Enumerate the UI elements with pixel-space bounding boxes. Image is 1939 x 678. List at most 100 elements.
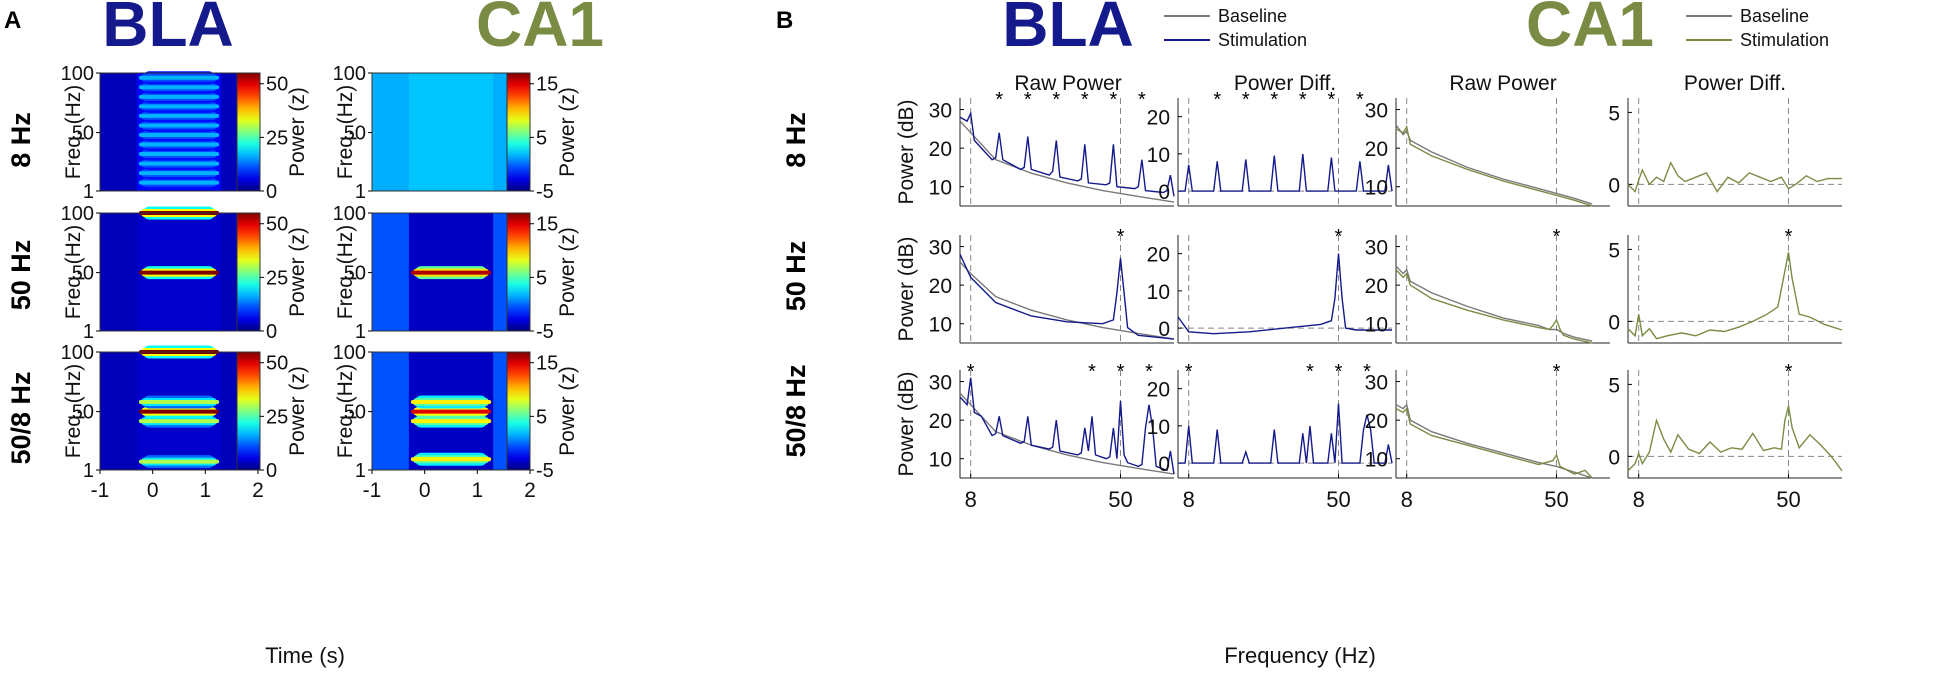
significance-star: * <box>1145 361 1153 383</box>
colorbar-tick-label: 5 <box>536 127 547 149</box>
x-tick-label: 2 <box>252 479 264 502</box>
y-tick-label: 20 <box>1147 379 1170 402</box>
x-tick-label: 8 <box>1401 487 1413 512</box>
spectrogram-ylabel: Freq. (Hz) <box>62 225 85 320</box>
significance-star: * <box>1335 226 1343 248</box>
row-label-b-50hz: 50 Hz <box>781 241 811 312</box>
spectral-band-8hz <box>138 180 220 185</box>
spectral-band-96hz <box>138 75 220 80</box>
significance-star: * <box>1024 89 1032 111</box>
y-tick-label: 20 <box>929 275 952 298</box>
row-label-b-8hz: 8 Hz <box>781 112 811 168</box>
y-tick-label: 0 <box>1158 453 1170 476</box>
baseline-series <box>959 261 1175 340</box>
colorbar <box>236 72 261 192</box>
colorbar-label: Power (z) <box>556 87 579 177</box>
y-tick-label: 0 <box>1608 174 1620 197</box>
stimulation-series <box>1395 269 1593 344</box>
x-tick-label: 50 <box>1108 487 1132 512</box>
psd-ca1-diff-0: 05 <box>1608 98 1842 207</box>
spectral-band-50hz <box>138 409 220 414</box>
psd-bla-diff-2: 0 10 20 8 50 * * * * <box>1147 361 1393 512</box>
y-tick-label: 50 <box>344 402 366 424</box>
significance-star: * <box>1363 361 1371 383</box>
stimulation-series <box>1177 253 1392 335</box>
legend-ca1-baseline-label: Baseline <box>1740 6 1809 26</box>
legend-ca1-stimulation-label: Stimulation <box>1740 30 1829 50</box>
y-tick-label: 100 <box>61 342 94 364</box>
spectral-band-50hz <box>410 409 492 414</box>
significance-star: * <box>995 89 1003 111</box>
x-tick-label: 50 <box>1776 487 1800 512</box>
y-tick-label: 5 <box>1608 374 1620 397</box>
y-tick-label: 10 <box>1147 416 1170 439</box>
row-label-a-50-8hz: 50/8 Hz <box>6 371 36 464</box>
y-tick-label: 20 <box>929 410 952 433</box>
significance-star: * <box>1306 361 1314 383</box>
significance-star: * <box>1213 89 1221 111</box>
legend-bla-stimulation-label: Stimulation <box>1218 30 1307 50</box>
title-a-bla: BLA <box>102 0 234 60</box>
baseline-series <box>959 120 1175 203</box>
stim-window <box>408 73 494 191</box>
y-tick-label: 100 <box>333 63 366 85</box>
colorbar-label: Power (z) <box>556 227 579 317</box>
stimulation-series <box>1178 403 1393 464</box>
x-tick-label: 1 <box>199 479 211 502</box>
spectrogram-ylabel: Freq. (Hz) <box>334 225 357 320</box>
spectral-band-42hz <box>138 419 220 424</box>
y-tick-label: 10 <box>1365 314 1388 337</box>
y-tick-label: 50 <box>72 263 94 285</box>
x-tick-label: -1 <box>363 479 382 502</box>
significance-star: * <box>1242 89 1250 111</box>
colorbar <box>506 212 531 332</box>
colorbar-tick-label: 50 <box>266 353 288 375</box>
x-tick-label: 50 <box>1544 487 1568 512</box>
y-tick-label: 30 <box>1365 237 1388 260</box>
title-a-ca1: CA1 <box>476 0 604 60</box>
y-tick-label: 100 <box>61 203 94 225</box>
y-tick-label: 1 <box>355 460 366 482</box>
y-tick-label: 100 <box>61 63 94 85</box>
col-title-ca1-diff: Power Diff. <box>1684 72 1786 95</box>
y-tick-label: 1 <box>83 181 94 203</box>
panel-label-a: A <box>4 7 21 34</box>
colorbar-label: Power (z) <box>286 227 309 317</box>
y-tick-label: 20 <box>1147 107 1170 130</box>
significance-star: * <box>1081 89 1089 111</box>
legend-ca1: Baseline Stimulation <box>1686 6 1829 50</box>
y-tick-label: 20 <box>1365 138 1388 161</box>
baseline-series <box>1395 265 1593 342</box>
spectral-band-58hz <box>138 400 220 405</box>
y-tick-label: 10 <box>1147 144 1170 167</box>
stimulation-series <box>959 110 1175 197</box>
y-tick-label: 0 <box>1158 181 1170 204</box>
y-tick-label: 1 <box>355 321 366 343</box>
x-tick-label: -1 <box>91 479 110 502</box>
colorbar-label: Power (z) <box>556 366 579 456</box>
stimulation-series <box>1627 161 1842 193</box>
psd-ca1-diff-1: 0 5 * <box>1608 226 1843 344</box>
y-tick-label: 20 <box>929 138 952 161</box>
legend-bla: Baseline Stimulation <box>1164 6 1307 50</box>
significance-star: * <box>1185 361 1193 383</box>
spectral-band-50hz <box>138 270 220 275</box>
significance-star: * <box>1109 89 1117 111</box>
baseline-series <box>959 392 1175 475</box>
significance-star: * <box>1117 226 1125 248</box>
spectral-band-64hz <box>138 113 220 118</box>
spectral-band-80hz <box>138 94 220 99</box>
spectral-band-16hz <box>138 171 220 176</box>
significance-star: * <box>967 361 975 383</box>
x-tick-label: 8 <box>1183 487 1195 512</box>
colorbar-tick-label: 5 <box>536 406 547 428</box>
y-tick-label: 5 <box>1608 102 1620 125</box>
title-b-bla: BLA <box>1002 0 1134 60</box>
stimulation-series <box>1178 153 1393 192</box>
significance-star: * <box>1553 226 1561 248</box>
y-tick-label: 100 <box>333 203 366 225</box>
baseline-series <box>1395 124 1593 205</box>
